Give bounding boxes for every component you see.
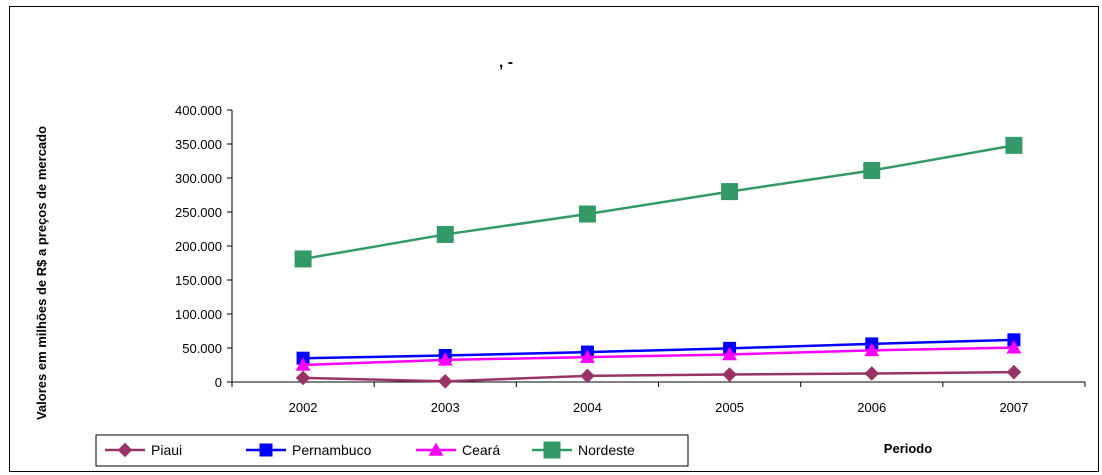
legend-marker-nordeste: [543, 441, 561, 459]
legend-marker-piaui: [117, 442, 133, 458]
data-point-cear: [295, 357, 311, 371]
axes: 0 50.000 100.000 150.000 200.000 250.000 300.0…: [175, 103, 1086, 415]
legend-item-cear: Ceará: [416, 442, 500, 458]
line-chart: , - Valores em milhões de R$ a preços de…: [34, 54, 1086, 467]
legend-box: [95, 434, 689, 467]
legend-marker-cear: [428, 442, 444, 456]
series-line-pernambuco: [303, 338, 1014, 360]
y-tick-label: 100.000: [175, 307, 222, 322]
data-point-nordeste: [294, 250, 312, 268]
legend-label-pernambuco: Pernambuco: [292, 442, 372, 458]
series-nordeste: [294, 136, 1023, 268]
y-tick-label: 200.000: [175, 239, 222, 254]
data-point-piaui: [437, 374, 453, 389]
y-axis-title: Valores em milhões de R$ a preços de mer…: [34, 126, 49, 420]
data-point-nordeste: [578, 205, 596, 223]
y-tick-label: 50.000: [182, 341, 222, 356]
series-layer: [294, 136, 1023, 389]
data-point-nordeste: [863, 162, 881, 180]
series-line-piaui: [303, 370, 1014, 383]
data-point-piaui: [722, 367, 737, 382]
legend: Piaui Pernambuco Ceará Nordeste: [95, 434, 689, 467]
x-tick-label: 2006: [857, 400, 886, 415]
y-tick-label: 350.000: [175, 137, 222, 152]
y-tick-label: 0: [215, 375, 222, 390]
legend-marker-pernambuco: [259, 443, 273, 457]
legend-label-cear: Ceará: [462, 442, 500, 458]
chart-frame: , - Valores em milhões de R$ a preços de…: [9, 6, 1099, 472]
legend-item-pernambuco: Pernambuco: [246, 442, 372, 458]
series-line-cear: [303, 346, 1014, 367]
y-tick-label: 250.000: [175, 205, 222, 220]
data-point-piaui: [295, 370, 311, 386]
y-tick-label: 300.000: [175, 171, 222, 186]
data-point-cear: [1006, 340, 1022, 354]
data-point-cear: [722, 346, 738, 361]
data-point-cear: [579, 349, 595, 363]
series-line-nordeste: [302, 144, 1015, 261]
legend-item-nordeste: Nordeste: [532, 441, 635, 459]
data-point-cear: [437, 352, 453, 366]
legend-label-nordeste: Nordeste: [578, 442, 635, 458]
x-tick-label: 2005: [715, 400, 744, 415]
legend-label-piaui: Piaui: [151, 442, 182, 458]
data-point-nordeste: [436, 225, 454, 243]
chart-title: , -: [499, 54, 513, 71]
x-axis-title: Periodo: [884, 441, 932, 456]
y-tick-label: 400.000: [175, 103, 222, 118]
x-tick-label: 2004: [573, 400, 602, 415]
series-piaui: [295, 364, 1022, 389]
series-cear: [295, 340, 1022, 371]
data-point-piaui: [864, 366, 880, 381]
y-tick-label: 150.000: [175, 273, 222, 288]
x-tick-label: 2002: [289, 400, 318, 415]
x-tick-label: 2003: [431, 400, 460, 415]
data-point-nordeste: [721, 183, 739, 201]
data-point-piaui: [580, 368, 595, 384]
legend-item-piaui: Piaui: [105, 442, 182, 458]
x-tick-label: 2007: [999, 400, 1028, 415]
data-point-piaui: [1006, 364, 1022, 380]
data-point-cear: [864, 342, 880, 357]
data-point-nordeste: [1005, 136, 1023, 154]
